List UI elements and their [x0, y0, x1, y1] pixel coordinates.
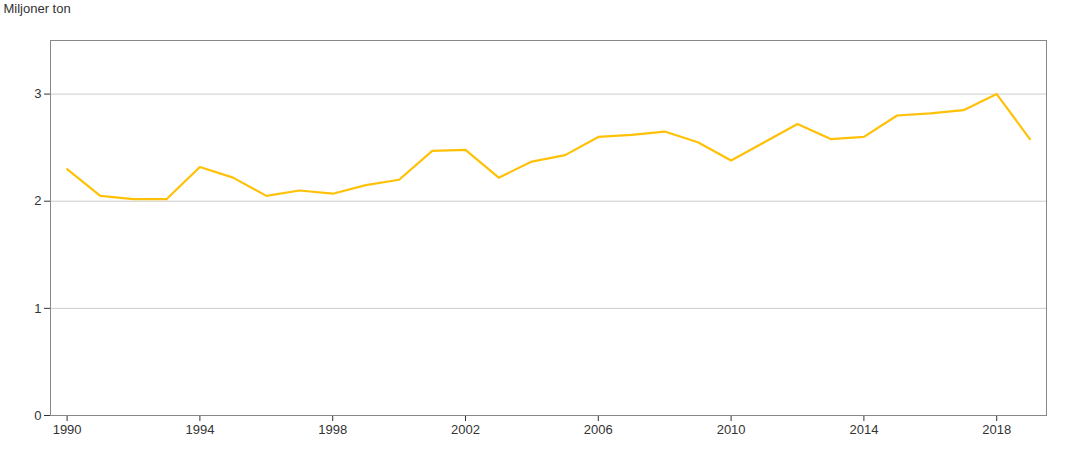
svg-text:2018: 2018 — [982, 422, 1011, 437]
svg-text:1998: 1998 — [318, 422, 347, 437]
svg-text:2014: 2014 — [849, 422, 878, 437]
svg-text:Miljoner ton: Miljoner ton — [4, 1, 71, 16]
svg-text:2: 2 — [34, 193, 41, 208]
svg-text:3: 3 — [34, 86, 41, 101]
svg-text:1990: 1990 — [53, 422, 82, 437]
svg-text:2002: 2002 — [451, 422, 480, 437]
svg-text:2010: 2010 — [717, 422, 746, 437]
svg-text:1994: 1994 — [185, 422, 214, 437]
svg-text:0: 0 — [34, 408, 41, 423]
svg-text:1: 1 — [34, 301, 41, 316]
svg-text:2006: 2006 — [584, 422, 613, 437]
